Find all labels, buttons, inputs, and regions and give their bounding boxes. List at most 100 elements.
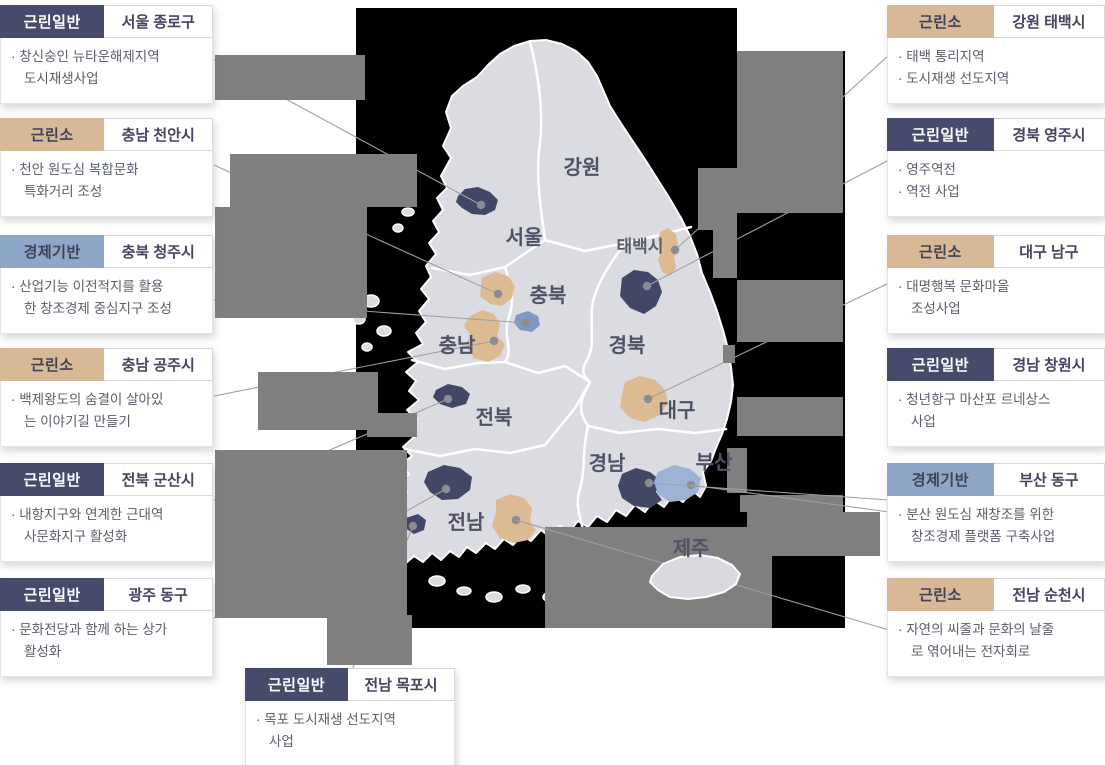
- border-jeonbuk-jeonnam: [403, 380, 592, 458]
- callout-body: · 산업기능 이전적지를 활용 한 창조경제 중심지구 조성: [0, 268, 213, 334]
- gray-block: [740, 495, 843, 512]
- location-label: 경북 영주시: [993, 118, 1105, 151]
- callout-header: 근린소 강원 태백시: [887, 5, 1105, 38]
- region-label-chungnam: 충남: [439, 334, 476, 357]
- category-badge: 근린소: [0, 348, 105, 381]
- callout-text-line: · 내항지구와 연계한 근대역: [11, 507, 164, 522]
- callout-text-line: 사문화지구 활성화: [24, 529, 128, 545]
- location-label: 부산 동구: [993, 463, 1105, 496]
- callout-header: 근린일반 경북 영주시: [887, 118, 1105, 151]
- callout-changwon: 근린일반 경남 창원시 · 청년항구 마산포 르네상스 사업: [887, 348, 1105, 447]
- gray-block: [258, 372, 378, 430]
- island: [428, 575, 446, 587]
- callout-text-line: 조성사업: [911, 301, 961, 317]
- map-dot-taebaek: [670, 245, 680, 255]
- callout-header: 근린소 충남 천안시: [0, 118, 213, 151]
- callout-header: 근린소 충남 공주시: [0, 348, 213, 381]
- callout-header: 근린일반 전북 군산시: [0, 463, 213, 496]
- location-label: 광주 동구: [104, 578, 213, 611]
- callout-text-line: · 백제왕도의 숨결이 살아있: [11, 392, 164, 407]
- callout-header: 근린소 대구 남구: [887, 235, 1105, 268]
- map-dot-cheongju: [521, 318, 531, 328]
- leader-changwon: [648, 482, 890, 501]
- callout-text-line: · 영주역전: [898, 162, 956, 177]
- location-label: 충남 천안시: [104, 118, 213, 151]
- island: [456, 586, 472, 596]
- callout-text-line: · 태백 통리지역: [898, 49, 985, 64]
- callout-header: 근린일반 서울 종로구: [0, 5, 213, 38]
- callout-text-line: · 목포 도시재생 선도지역: [256, 712, 396, 727]
- callout-text-line: · 창신숭인 뉴타운해제지역: [11, 49, 160, 64]
- gray-block: [367, 413, 417, 437]
- island: [361, 342, 373, 352]
- map-dot-gongju: [489, 336, 499, 346]
- location-label: 대구 남구: [993, 235, 1105, 268]
- region-label-jeju: 제주: [673, 537, 710, 560]
- leader-yeongju: [646, 159, 890, 287]
- gray-block: [727, 448, 747, 493]
- callout-header: 경제기반 부산 동구: [887, 463, 1105, 496]
- map-dot-mokpo: [408, 521, 418, 531]
- border-gyeonggi-south: [430, 238, 547, 277]
- callout-text-line: · 청년항구 마산포 르네상스: [898, 392, 1051, 407]
- callout-text-line: · 천안 원도심 복합문화: [11, 162, 139, 177]
- gray-block: [737, 397, 843, 436]
- callout-gongju: 근린소 충남 공주시 · 백제왕도의 숨결이 살아있 는 이야기길 만들기: [0, 348, 213, 447]
- gray-block: [737, 280, 843, 342]
- gray-block: [737, 51, 843, 213]
- callout-daegu-namgu: 근린소 대구 남구 · 대명행복 문화마을 조성사업: [887, 235, 1105, 334]
- map-dot-daegu: [643, 394, 653, 404]
- category-badge: 근린일반: [0, 463, 105, 496]
- category-badge: 근린일반: [0, 5, 105, 38]
- category-badge: 근린소: [887, 5, 994, 38]
- callout-header: 근린소 전남 순천시: [887, 578, 1105, 611]
- callout-text-line: · 도시재생 선도지역: [898, 71, 1010, 87]
- callout-body: · 태백 통리지역 · 도시재생 선도지역: [887, 38, 1105, 104]
- location-label: 경남 창원시: [993, 348, 1105, 381]
- callout-taebaek: 근린소 강원 태백시 · 태백 통리지역 · 도시재생 선도지역: [887, 5, 1105, 104]
- region-label-jeonbuk: 전북: [476, 406, 513, 429]
- gray-block: [215, 55, 365, 100]
- gray-block: [230, 154, 417, 207]
- district-patch-seoul-jongno: [456, 187, 498, 215]
- border-chungbuk-gyeongbuk: [582, 241, 627, 384]
- region-label-taebaek: 태백시: [617, 237, 664, 256]
- region-label-seoul: 서울: [506, 226, 543, 249]
- callout-header: 근린일반 광주 동구: [0, 578, 213, 611]
- district-patch-gwangju: [424, 465, 472, 500]
- district-patch-taebaek: [658, 228, 678, 276]
- island: [515, 584, 531, 594]
- gray-block: [747, 512, 880, 556]
- map-dot-seoul-jongno: [476, 200, 486, 210]
- callout-body: · 청년항구 마산포 르네상스 사업: [887, 381, 1105, 447]
- gray-block: [215, 207, 367, 318]
- callout-body: · 분산 원도심 재창조를 위한 창조경제 플랫폼 구축사업: [887, 496, 1105, 562]
- callout-cheonan: 근린소 충남 천안시 · 천안 원도심 복합문화 특화거리 조성: [0, 118, 213, 217]
- map-dot-gunsan: [443, 394, 453, 404]
- region-label-gyeongbuk: 경북: [609, 334, 646, 357]
- border-chungnam-jeonbuk: [410, 358, 592, 384]
- category-badge: 경제기반: [887, 463, 994, 496]
- callout-text-line: · 자연의 씨줄과 문화의 날줄: [898, 622, 1055, 637]
- district-patch-gongju: [464, 310, 505, 362]
- gray-block: [215, 450, 407, 618]
- callout-body: · 문화전당과 함께 하는 상가 활성화: [0, 611, 213, 677]
- gray-block: [698, 168, 737, 230]
- callout-text-line: 사업: [269, 734, 294, 750]
- gray-block: [327, 615, 412, 665]
- border-jeonnam-gyeongnam: [576, 424, 590, 534]
- category-badge: 근린소: [0, 118, 105, 151]
- leader-busan: [690, 484, 890, 513]
- category-badge: 근린소: [887, 578, 994, 611]
- island: [392, 223, 404, 233]
- callout-text-line: 도시재생사업: [24, 71, 99, 87]
- callout-yeongju: 근린일반 경북 영주시 · 영주역전 · 역전 사업: [887, 118, 1105, 217]
- callout-text-line: 로 엮어내는 전자회로: [911, 644, 1031, 660]
- district-patch-changwon: [618, 468, 662, 508]
